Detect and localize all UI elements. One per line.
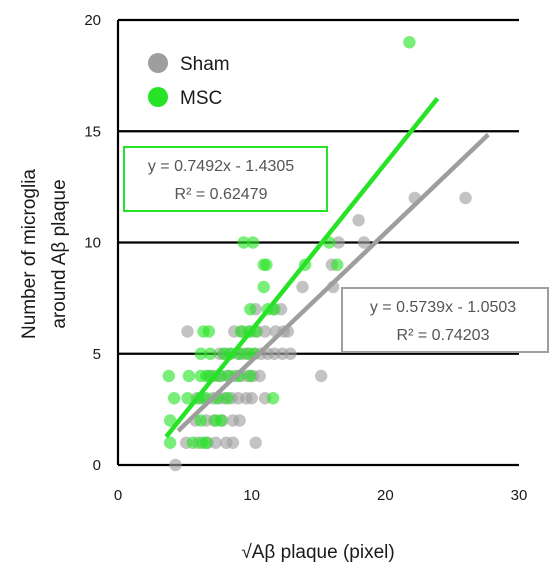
y-axis-title-line-2: around Aβ plaque <box>49 179 70 328</box>
msc-data-point <box>260 258 273 271</box>
y-tick-label: 20 <box>84 12 101 29</box>
msc-data-point <box>181 392 194 405</box>
sham-data-point <box>181 325 194 338</box>
x-tick-label: 10 <box>243 487 260 504</box>
sham-data-point <box>314 369 328 383</box>
legend: Sham MSC <box>148 53 230 109</box>
msc-data-point <box>202 325 216 338</box>
msc-data-point <box>221 392 234 405</box>
msc-data-point <box>257 280 270 294</box>
sham-trendline-equation: y = 0.5739x - 1.0503 <box>370 299 516 316</box>
msc-data-point <box>246 236 260 249</box>
msc-data-point <box>167 392 181 405</box>
y-tick-label: 10 <box>84 235 101 252</box>
sham-data-point <box>284 347 297 360</box>
msc-data-point <box>194 347 208 360</box>
sham-trendline <box>176 133 490 433</box>
gridlines <box>118 18 519 355</box>
sham-data-point <box>233 414 246 427</box>
sham-data-point <box>258 325 272 338</box>
tick-labels: 0 5 10 15 20 0 10 20 30 <box>84 12 527 504</box>
sham-legend-label: Sham <box>180 54 230 75</box>
msc-data-point <box>163 436 177 449</box>
sham-data-point <box>209 436 222 449</box>
msc-data-point <box>186 436 200 449</box>
equation-annotations: y = 0.7492x - 1.4305 R² = 0.62479 y = 0.57… <box>123 146 549 353</box>
msc-data-point <box>237 236 250 249</box>
sham-data-point <box>459 191 472 205</box>
msc-data-point <box>214 414 228 427</box>
msc-data-point <box>194 414 208 427</box>
sham-data-point <box>245 392 258 405</box>
msc-data-point <box>331 258 344 271</box>
msc-legend-marker <box>148 87 168 107</box>
sham-r-squared: R² = 0.74203 <box>397 327 490 344</box>
msc-data-point <box>163 414 177 427</box>
msc-trendline-equation: y = 0.7492x - 1.4305 <box>148 158 294 175</box>
msc-data-point <box>244 303 257 316</box>
sham-equation-box <box>341 287 549 353</box>
msc-data-point <box>162 369 175 383</box>
sham-data-point <box>169 458 182 472</box>
x-axis-title: √Aβ plaque (pixel) <box>241 542 394 563</box>
x-tick-label: 0 <box>114 487 122 504</box>
sham-data-point <box>253 369 266 383</box>
msc-r-squared: R² = 0.62479 <box>175 186 268 203</box>
sham-data-point <box>296 280 309 294</box>
sham-data-point <box>332 236 345 249</box>
y-axis-title-line-1: Number of microglia <box>19 169 40 339</box>
x-tick-label: 30 <box>511 487 528 504</box>
msc-data-point <box>266 392 280 405</box>
msc-data-point <box>200 436 213 449</box>
msc-legend-label: MSC <box>180 88 222 109</box>
msc-data-point <box>403 36 416 49</box>
sham-legend-marker <box>148 53 168 73</box>
msc-data-point <box>182 369 196 383</box>
x-tick-label: 20 <box>377 487 394 504</box>
msc-trendline <box>164 97 440 439</box>
y-tick-label: 5 <box>93 346 101 363</box>
sham-data-point <box>352 214 365 227</box>
msc-equation-box <box>123 146 328 212</box>
y-tick-label: 15 <box>84 123 101 140</box>
sham-data-point <box>249 436 262 449</box>
axes <box>116 20 519 467</box>
sham-data-point <box>226 436 240 449</box>
msc-data-point <box>244 369 257 383</box>
sham-data-point <box>357 236 371 249</box>
msc-data-point <box>204 347 217 360</box>
trendlines <box>164 97 490 439</box>
y-tick-label: 0 <box>93 457 101 474</box>
